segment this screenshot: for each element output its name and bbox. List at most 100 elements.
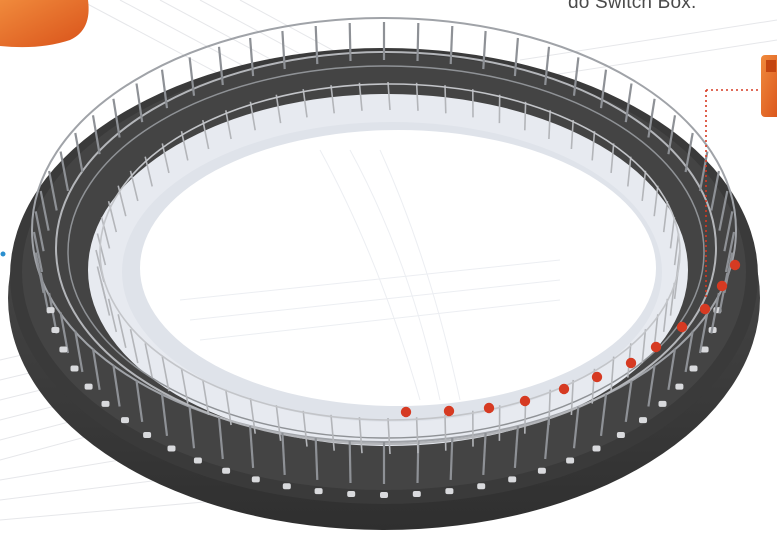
stall-post — [32, 231, 44, 273]
switch-box-icon — [761, 55, 777, 117]
stall-post — [314, 437, 319, 480]
leader-line — [705, 89, 758, 300]
feeder-plate — [84, 383, 93, 390]
feeder-plate — [143, 432, 152, 438]
inner-post — [202, 119, 210, 150]
inner-post — [330, 85, 335, 114]
inner-post — [358, 417, 363, 454]
feeder-plate — [658, 400, 667, 407]
stall-post — [718, 190, 729, 231]
position-marker — [625, 357, 637, 369]
inner-post — [225, 389, 232, 426]
inner-post — [330, 414, 335, 451]
inner-post — [641, 329, 647, 364]
inner-post — [415, 417, 419, 454]
stall-post — [217, 46, 224, 86]
inner-post — [302, 89, 308, 118]
stall-post — [710, 292, 720, 334]
feeder-plate — [121, 417, 129, 424]
position-marker — [591, 371, 603, 383]
stall-post — [48, 292, 58, 334]
inner-post — [653, 185, 659, 217]
feeder-plate — [689, 365, 698, 372]
inner-post — [669, 217, 676, 249]
feeder-plate — [46, 307, 55, 314]
feeder-plate — [193, 457, 202, 464]
position-marker — [519, 395, 531, 407]
inner-post — [591, 131, 596, 161]
inner-post — [96, 233, 107, 266]
inner-post — [107, 201, 118, 233]
position-marker — [650, 341, 662, 353]
feeder-plate — [70, 365, 79, 372]
feeder-plate — [592, 445, 601, 452]
stall-post — [710, 170, 720, 211]
stall-post — [59, 312, 70, 354]
inner-post — [107, 298, 118, 333]
inner-post — [524, 101, 527, 131]
left-pointer-dot — [0, 251, 6, 257]
inner-post — [180, 131, 189, 161]
stall-railings — [31, 17, 737, 445]
inner-post — [444, 414, 447, 451]
inner-post — [662, 298, 669, 332]
stall-post — [544, 46, 551, 86]
position-marker — [558, 383, 570, 395]
position-marker — [699, 303, 711, 315]
inner-post — [662, 201, 669, 233]
inner-post — [202, 379, 210, 416]
inner-post — [610, 143, 615, 173]
stall-post — [698, 151, 709, 192]
stall-post — [112, 98, 121, 138]
inner-post — [225, 110, 232, 140]
stall-post — [217, 417, 224, 460]
feeder-plate — [508, 476, 517, 483]
stall-posts — [32, 22, 736, 498]
inner-post — [641, 170, 647, 201]
inner-railing — [99, 83, 681, 421]
inner-post — [129, 329, 139, 364]
inner-post — [100, 217, 111, 249]
stall-post — [188, 406, 196, 449]
stall-post — [572, 57, 580, 96]
feeder-plate — [616, 432, 625, 438]
inner-post — [627, 156, 632, 187]
position-marker — [729, 259, 741, 271]
inner-post — [249, 398, 256, 434]
inner-post — [161, 356, 170, 392]
feeder-plate — [412, 491, 421, 497]
feeder-plate — [566, 457, 575, 464]
inner-post — [387, 417, 391, 455]
stall-post — [698, 312, 709, 354]
stall-post — [249, 37, 255, 77]
feeder-plate — [700, 346, 709, 353]
feeder-plate — [282, 483, 291, 490]
feeder-plate — [675, 383, 684, 390]
stall-post — [667, 348, 677, 390]
inner-post — [117, 314, 127, 348]
stall-post — [348, 440, 352, 484]
stall-post — [723, 211, 734, 252]
stall-post — [724, 231, 736, 273]
stall-post — [112, 365, 121, 407]
stall-post — [599, 394, 608, 437]
feeder-plate — [639, 417, 647, 424]
stall-post — [572, 406, 580, 449]
stall-post — [74, 330, 84, 373]
feeder-plate — [477, 483, 486, 490]
inner-post — [610, 356, 615, 392]
position-marker — [400, 406, 412, 418]
feeder-plate — [51, 327, 60, 333]
feeder-plate — [101, 400, 110, 407]
position-marker — [483, 402, 495, 414]
stall-post — [48, 170, 58, 211]
position-marker — [443, 405, 455, 417]
feeder-plate — [251, 476, 260, 483]
inner-post — [144, 343, 153, 378]
stall-post — [348, 22, 352, 62]
position-marker — [716, 280, 728, 292]
switch-box-caption: do Switch Box. — [568, 0, 697, 13]
stall-post — [74, 132, 84, 173]
